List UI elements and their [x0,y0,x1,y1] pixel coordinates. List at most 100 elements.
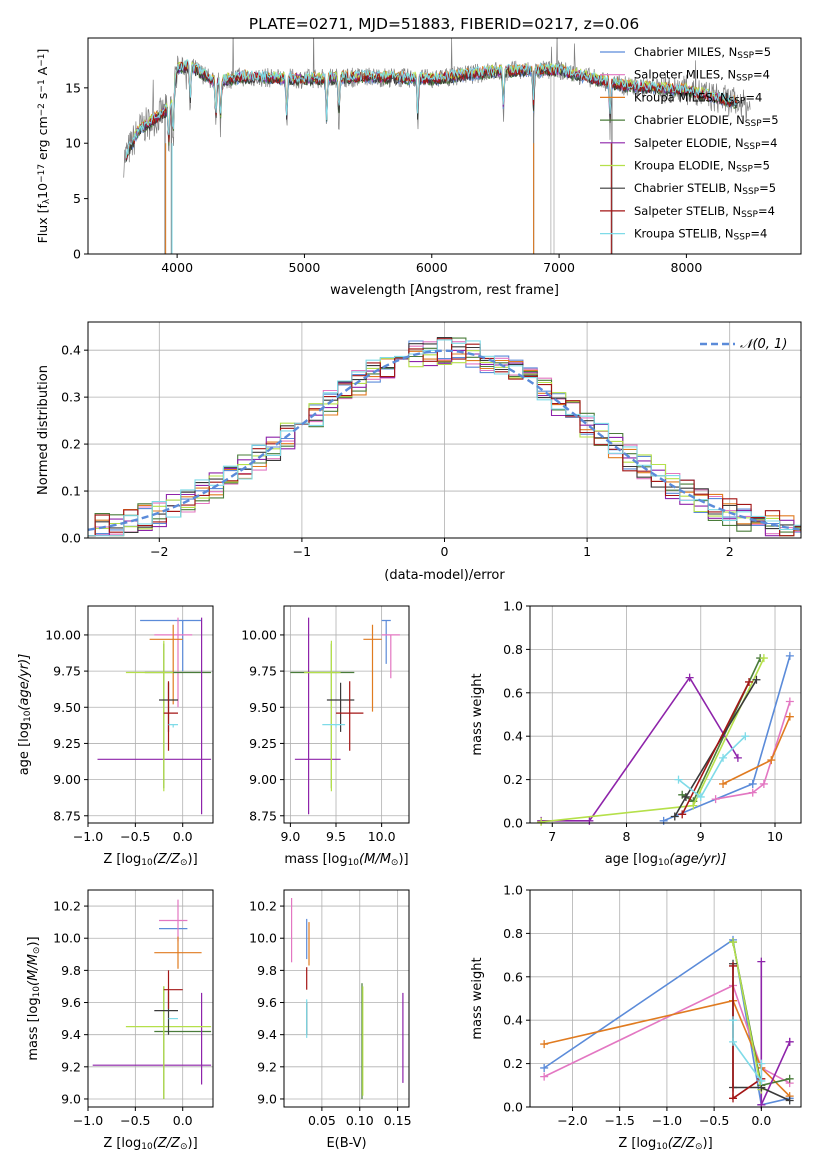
weight-marker-kroupa_stelib [741,732,750,741]
weight_vs_Z-y-tick-label: 0.8 [503,926,523,941]
weight_vs_Z-x-tick-label: −1.0 [652,1113,682,1128]
weight-marker-salpeter_stelib [729,1094,738,1103]
weight-marker-salpeter_stelib [745,677,754,686]
age_vs_mass-y-tick-label: 9.25 [249,736,277,751]
weight-line-chabrier_miles [543,938,790,1106]
weight-marker-chabrier_miles [659,816,668,825]
errorbar-salpeter_miles [159,899,188,942]
errorbar-kroupa_elodie [125,640,174,792]
weight_vs_age-x-tick-label: 8 [623,829,631,844]
errorbar-salpeter_stelib [163,681,178,751]
mass_vs_ebv-x-axis-label: E(B-V) [326,1136,366,1151]
weight-marker-kroupa_stelib [674,775,683,784]
weight-marker-chabrier_stelib [752,675,761,684]
weight-marker-chabrier_stelib [670,812,679,821]
weight_vs_Z-x-tick-label: −0.5 [699,1113,729,1128]
mass_vs_ebv-y-tick-label: 9.8 [257,963,277,978]
spectrum-y-tick-label: 10 [65,136,81,151]
mass_vs_Z-axes-frame [87,889,214,1108]
residuals-y-tick-label: 0.3 [61,390,81,405]
weight-line-kroupa_elodie [732,941,763,1090]
weight_vs_Z-x-tick-label: 0.0 [751,1113,771,1128]
weight-line-salpeter_miles [715,701,791,800]
spectrum-x-axis-label: wavelength [Angstrom, rest frame] [330,283,559,298]
age_vs_mass-y-tick-label: 10.00 [241,627,277,642]
weight_vs_Z-y-tick-label: 1.0 [503,883,523,898]
weight-marker-kroupa_elodie [729,938,738,947]
weight-marker-salpeter_elodie [685,673,694,682]
residuals-x-tick-label: −2 [150,544,168,559]
residuals-y-axis-label: Normed distribution [36,365,51,495]
weight_vs_Z-y-tick-label: 0.0 [503,1100,523,1115]
residuals-x-tick-label: 2 [726,544,734,559]
weight-marker-kroupa_elodie [689,801,698,810]
mass_vs_ebv-y-tick-label: 10.0 [249,931,277,946]
weight-marker-kroupa_stelib [696,792,705,801]
residuals-x-tick-label: −1 [293,544,311,559]
spectrum-y-tick-label: 15 [65,80,81,95]
mass_vs_Z-y-tick-label: 9.8 [61,963,81,978]
age_vs_Z-axes-frame [87,605,214,824]
age_vs_Z-y-tick-label: 8.75 [53,808,81,823]
weight_vs_Z-axes-frame [529,889,802,1108]
weight-marker-kroupa_miles [785,712,794,721]
mass_vs_ebv-y-tick-label: 9.0 [257,1091,277,1106]
spectrum-x-tick-label: 7000 [543,260,575,275]
weight-marker-kroupa_elodie [759,654,768,663]
weight-marker-kroupa_elodie [537,817,546,826]
figure-title: PLATE=0271, MJD=51883, FIBERID=0217, z=0… [249,15,639,33]
weight-marker-salpeter_stelib [678,810,687,819]
weight-line-kroupa_stelib [678,735,746,799]
mass_vs_Z-y-tick-label: 9.4 [61,1027,81,1042]
legend-entry-normal: 𝒩(0, 1) [740,337,787,352]
spectrum-y-axis-label: Flux [fλ10−17 erg cm−2 s−1 A−1] [35,49,52,244]
legend-entry-kroupa_elodie: Kroupa ELODIE, NSSP=5 [634,159,770,175]
errorbar-kroupa_miles [363,624,382,712]
weight_vs_age-x-tick-label: 10 [767,829,783,844]
residuals-x-tick-label: 1 [583,544,591,559]
weight-marker-kroupa_stelib [757,1076,766,1085]
weight_vs_age-x-tick-label: 7 [548,829,556,844]
legend-entry-kroupa_miles: Kroupa MILES, NSSP=4 [634,90,762,106]
legend-entry-salpeter_miles: Salpeter MILES, NSSP=4 [634,68,770,84]
errorbar-chabrier_elodie [290,643,355,789]
weight-line-kroupa_stelib [732,1020,763,1084]
mass_vs_ebv-y-tick-label: 10.2 [249,899,277,914]
weight_vs_age-y-axis-label: mass weight [470,673,485,755]
weight-line-salpeter_elodie [760,961,791,1106]
errorbar-kroupa_miles [154,936,202,969]
weight_vs_age-axes-frame [529,605,802,824]
age_vs_Z-y-tick-label: 9.25 [53,736,81,751]
weight-line-salpeter_elodie [541,676,739,822]
legend-entry-chabrier_elodie: Chabrier ELODIE, NSSP=5 [634,113,779,129]
weight-marker-kroupa_stelib [719,753,728,762]
residuals-y-tick-label: 0.2 [61,437,81,452]
legend-entry-salpeter_elodie: Salpeter ELODIE, NSSP=4 [634,136,777,152]
errorbar-salpeter_stelib [163,970,183,1009]
weight-marker-salpeter_miles [540,1072,549,1081]
spectrum-y-tick-label: 5 [73,191,81,206]
mass_vs_Z-y-tick-label: 10.2 [53,899,81,914]
spectrum-x-tick-label: 5000 [289,260,321,275]
weight-marker-kroupa_miles [540,1040,549,1049]
mass_vs_Z-x-tick-label: −0.5 [120,1113,150,1128]
mass_vs_Z-y-tick-label: 9.2 [61,1059,81,1074]
weight_vs_age-y-tick-label: 0.0 [503,816,523,831]
mass_vs_Z-y-tick-label: 10.0 [53,931,81,946]
weight-marker-salpeter_miles [785,697,794,706]
weight_vs_age-x-tick-label: 9 [697,829,705,844]
mass_vs_ebv-x-tick-label: 0.15 [384,1113,412,1128]
weight-marker-chabrier_elodie [785,1074,794,1083]
weight_vs_Z-y-tick-label: 0.2 [503,1056,523,1071]
age_vs_mass-axes-frame [283,605,410,824]
weight-marker-chabrier_miles [748,779,757,788]
weight-marker-salpeter_elodie [733,753,742,762]
age_vs_mass-x-axis-label: mass [log10(M/M⊙)] [284,852,408,868]
weight-marker-chabrier_miles [785,651,794,660]
errorbar-salpeter_miles [381,634,400,679]
age_vs_mass-x-tick-label: 10.0 [368,829,396,844]
errorbar-chabrier_miles [381,619,391,664]
weight_vs_age-y-tick-label: 0.6 [503,685,523,700]
mass_vs_ebv-x-tick-label: 0.05 [308,1113,336,1128]
